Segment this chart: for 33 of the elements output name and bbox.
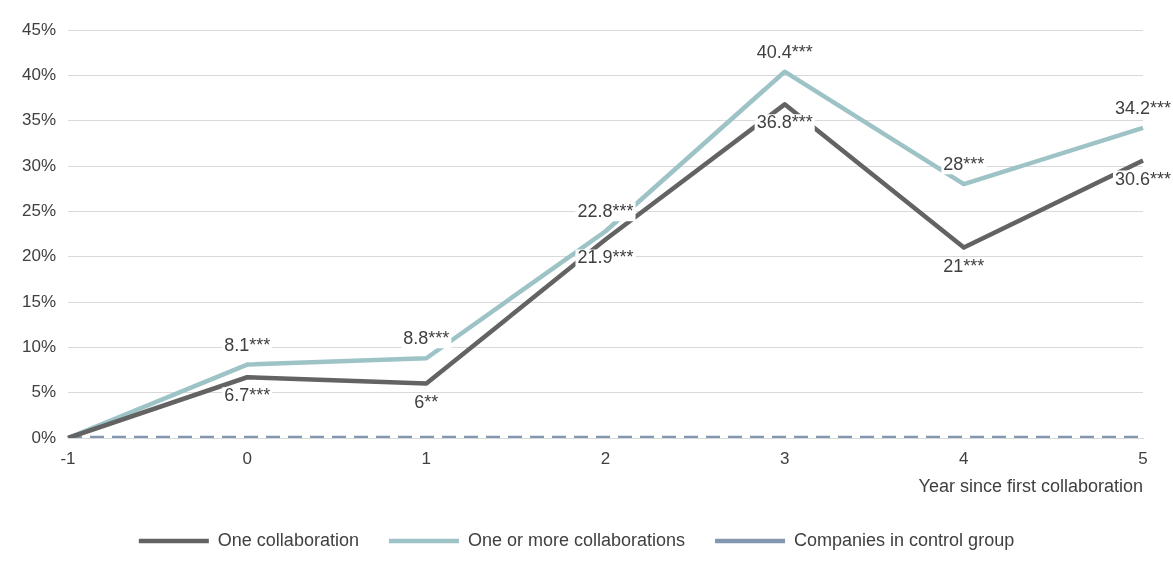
data-label: 40.4*** [756,41,813,62]
y-tick-label: 15% [21,291,57,311]
y-tick-label: 20% [21,246,57,266]
data-label: 22.8*** [577,201,634,222]
y-tick-label: 5% [31,382,57,402]
y-tick-label: 10% [21,337,57,357]
data-label: 8.8*** [403,328,450,349]
data-label: 21.9*** [577,247,634,268]
data-label: 6** [414,391,439,412]
legend-label: Companies in control group [794,529,1015,550]
x-tick-label: 0 [242,448,252,468]
x-axis-title: Year since first collaboration [918,476,1143,497]
x-tick-label: -1 [60,448,76,468]
y-tick-label: 35% [21,110,57,130]
x-tick-label: 2 [600,448,611,468]
y-tick-label: 25% [21,201,57,221]
y-tick-label: 0% [31,427,57,447]
legend-label: One collaboration [217,529,359,550]
y-tick-label: 30% [21,155,57,175]
y-tick-label: 45% [21,19,57,39]
x-tick-label: 4 [959,448,969,468]
y-tick-label: 40% [21,65,57,85]
data-label: 30.6*** [1114,168,1172,189]
x-tick-label: 5 [1138,448,1148,468]
data-label: 28*** [943,154,985,175]
x-tick-label: 3 [779,448,790,468]
data-label: 34.2*** [1114,97,1172,118]
x-tick-label: 1 [421,448,432,468]
data-label: 8.1*** [224,334,271,355]
data-label: 21*** [943,255,985,276]
data-label: 36.8*** [756,112,813,133]
data-label: 6.7*** [224,385,271,406]
legend-label: One or more collaborations [467,529,686,550]
